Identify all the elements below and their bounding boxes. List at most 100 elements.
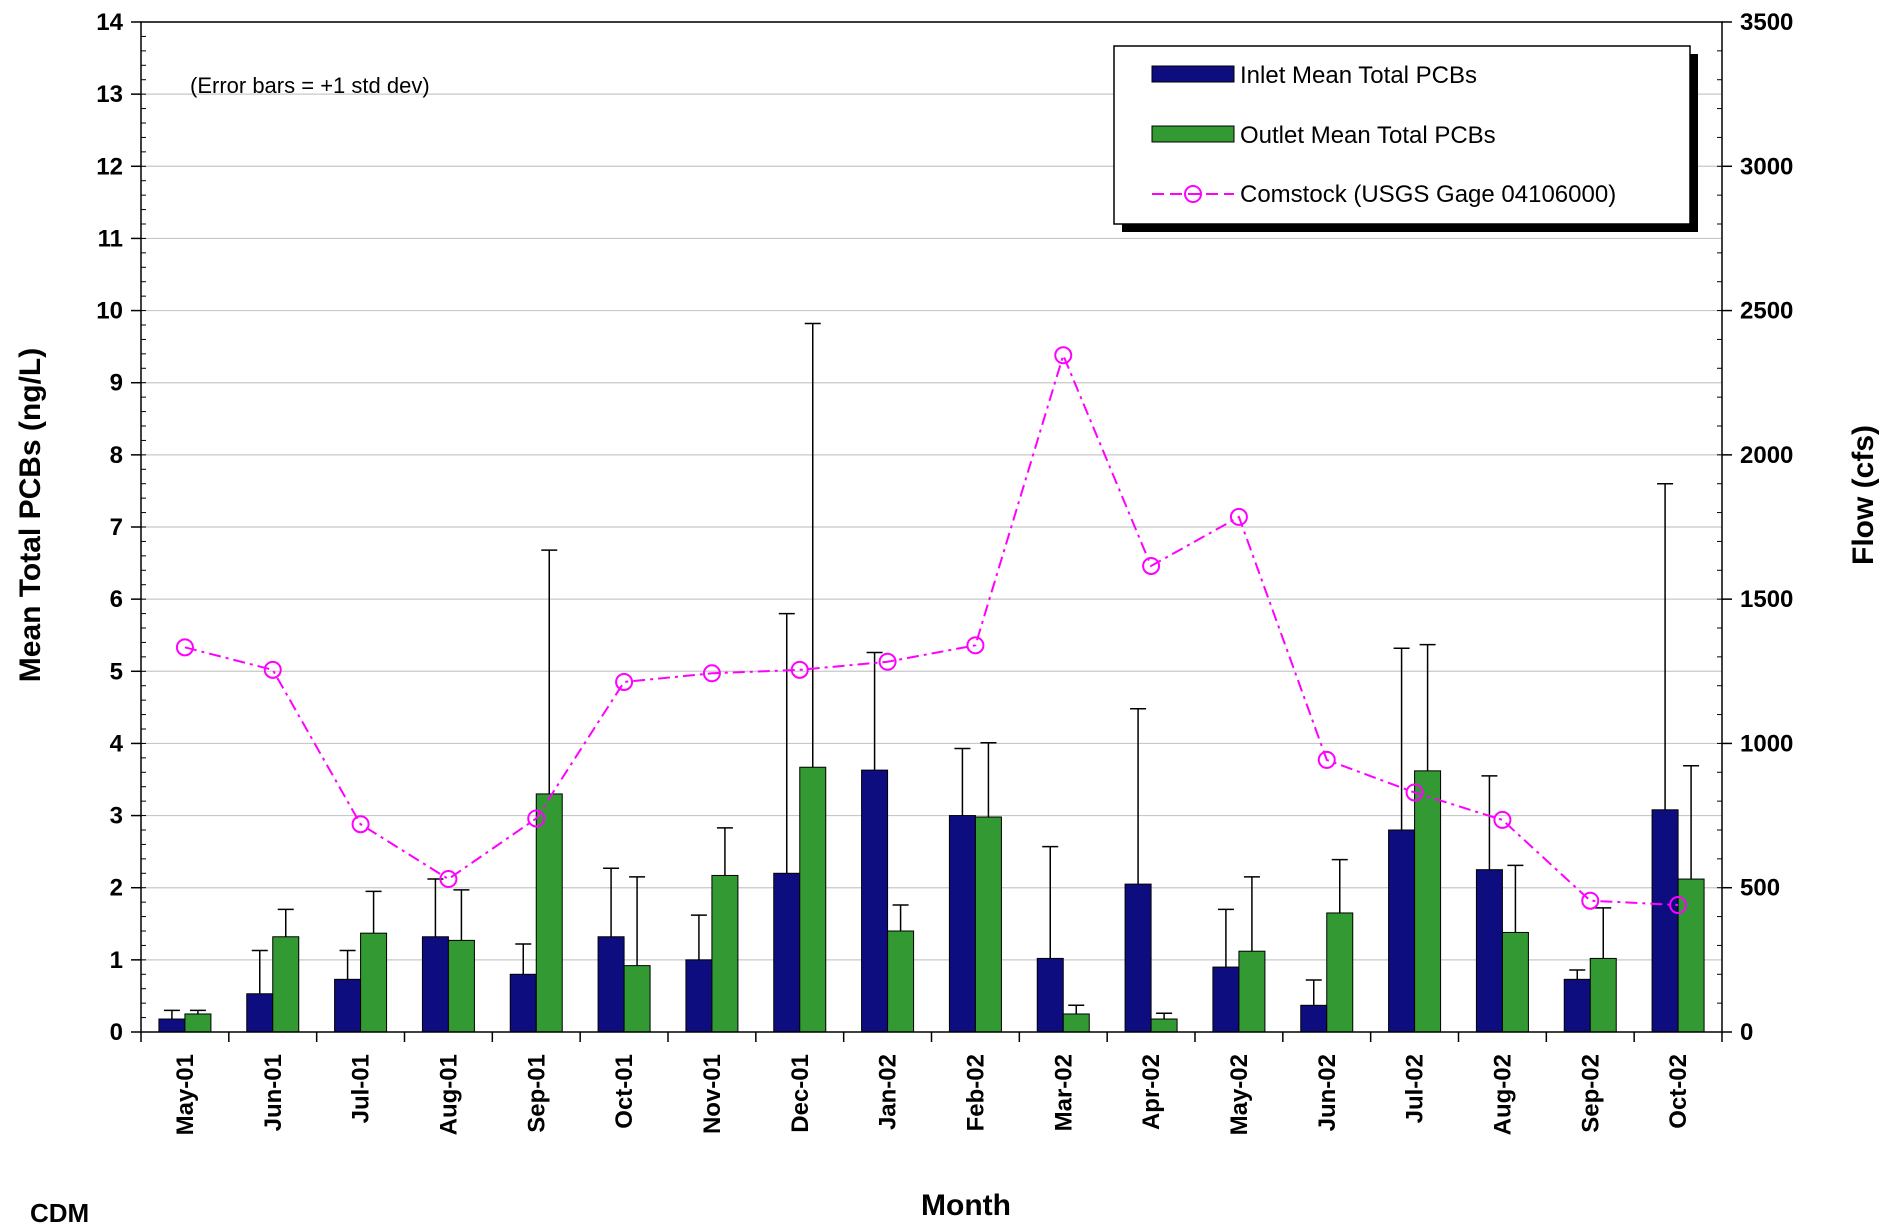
flow-point	[1669, 896, 1688, 915]
flow-point	[1054, 346, 1073, 365]
legend-label-flow: Comstock (USGS Gage 04106000)	[1240, 181, 1616, 208]
y2-axis-title: Flow (cfs)	[1847, 425, 1880, 565]
y-tick-label: 14	[96, 9, 123, 36]
y-tick-label: 6	[110, 586, 123, 613]
flow-point	[1493, 810, 1512, 829]
inlet-bar	[1124, 883, 1152, 1033]
error-bars	[163, 322, 1700, 1020]
outlet-bar	[1150, 1018, 1178, 1033]
inlet-bar	[685, 959, 713, 1033]
x-tick-label: Sep-01	[523, 1054, 550, 1133]
inlet-bar	[334, 978, 362, 1033]
outlet-bar	[447, 939, 475, 1033]
y2-tick-label: 1500	[1740, 586, 1793, 613]
y-tick-label: 13	[96, 81, 123, 108]
y-tick-label: 11	[98, 225, 123, 252]
legend: Inlet Mean Total PCBs Outlet Mean Total …	[1113, 45, 1698, 232]
x-tick-label: Oct-01	[611, 1054, 638, 1129]
y2-tick-label: 0	[1740, 1019, 1753, 1046]
y2-tick-label: 3500	[1740, 9, 1793, 36]
y-axis-title: Mean Total PCBs (ng/L)	[14, 348, 47, 682]
legend-swatch-outlet	[1151, 125, 1235, 143]
y2-tick-label: 500	[1740, 875, 1780, 902]
flow-point	[702, 664, 721, 683]
flow-line	[175, 346, 1688, 915]
outlet-bar	[184, 1013, 212, 1033]
y-tick-label: 5	[110, 658, 123, 685]
inlet-bar	[948, 815, 976, 1033]
flow-point	[1405, 783, 1424, 802]
flow-point	[1581, 891, 1600, 910]
cdm-logo: CDM	[30, 1198, 89, 1225]
inlet-bar	[1475, 869, 1503, 1033]
x-tick-label: Jul-01	[348, 1054, 375, 1123]
y-tick-label: 10	[96, 298, 123, 325]
outlet-bar	[1501, 931, 1529, 1033]
x-tick-label: Jan-02	[875, 1054, 902, 1130]
x-tick-label: Apr-02	[1138, 1054, 1165, 1130]
error-bar-note: (Error bars = +1 std dev)	[190, 73, 430, 98]
y-tick-label: 12	[96, 153, 123, 180]
outlet-bar	[623, 965, 651, 1033]
outlet-bar	[1326, 912, 1354, 1033]
flow-point	[527, 809, 546, 828]
flow-point	[1229, 507, 1248, 526]
y-tick-label: 9	[110, 370, 123, 397]
x-tick-label: Sep-02	[1577, 1054, 1604, 1133]
y2-tick-label: 2500	[1740, 298, 1793, 325]
y-tick-label: 7	[110, 514, 123, 541]
y-tick-label: 8	[110, 442, 123, 469]
outlet-bar	[1677, 878, 1705, 1033]
flow-series-line	[184, 352, 1679, 907]
x-tick-label: Dec-01	[787, 1054, 814, 1133]
y-tick-label: 4	[110, 730, 124, 757]
outlet-bar	[360, 932, 388, 1033]
flow-point	[351, 815, 370, 834]
outlet-bar	[1238, 950, 1266, 1033]
outlet-bar	[1414, 770, 1442, 1033]
flow-point	[966, 636, 985, 655]
outlet-bar	[711, 874, 739, 1033]
x-tick-label: Jun-02	[1314, 1054, 1341, 1131]
axes	[131, 21, 1732, 1042]
inlet-bar	[861, 769, 889, 1033]
inlet-bar	[597, 936, 625, 1033]
x-tick-label: May-01	[172, 1054, 199, 1135]
legend-swatch-flow-marker	[1184, 185, 1202, 203]
y2-tick-label: 1000	[1740, 730, 1793, 757]
x-tick-label: Feb-02	[962, 1054, 989, 1131]
outlet-bar	[1589, 957, 1617, 1033]
inlet-bar	[1212, 966, 1240, 1033]
y-tick-label: 3	[110, 803, 123, 830]
y-tick-label: 1	[110, 947, 123, 974]
inlet-bar	[421, 936, 449, 1033]
y2-tick-label: 2000	[1740, 442, 1793, 469]
flow-point	[175, 638, 194, 657]
x-tick-label: Nov-01	[699, 1054, 726, 1134]
legend-label-inlet: Inlet Mean Total PCBs	[1240, 62, 1477, 89]
inlet-bar	[246, 993, 274, 1033]
inlet-bar	[1563, 978, 1591, 1033]
y-tick-label: 0	[110, 1019, 123, 1046]
y-tick-label: 2	[110, 875, 123, 902]
inlet-bar	[509, 973, 537, 1033]
outlet-bar	[974, 816, 1002, 1033]
inlet-bar	[1388, 829, 1416, 1033]
bars	[158, 766, 1705, 1033]
y2-tick-label: 3000	[1740, 153, 1793, 180]
outlet-bar	[535, 793, 563, 1033]
x-tick-label: Aug-01	[435, 1054, 462, 1135]
tick-labels: 0123456789101112131405001000150020002500…	[96, 9, 1793, 1135]
outlet-bar	[887, 930, 915, 1033]
x-axis-title: Month	[921, 1189, 1011, 1222]
flow-point	[1142, 556, 1161, 575]
flow-point	[263, 660, 282, 679]
outlet-bar	[1062, 1013, 1090, 1033]
x-tick-label: May-02	[1226, 1054, 1253, 1135]
outlet-bar	[799, 766, 827, 1033]
inlet-bar	[1036, 957, 1064, 1033]
inlet-bar	[1300, 1004, 1328, 1033]
flow-point	[439, 870, 458, 889]
legend-label-outlet: Outlet Mean Total PCBs	[1240, 122, 1496, 149]
